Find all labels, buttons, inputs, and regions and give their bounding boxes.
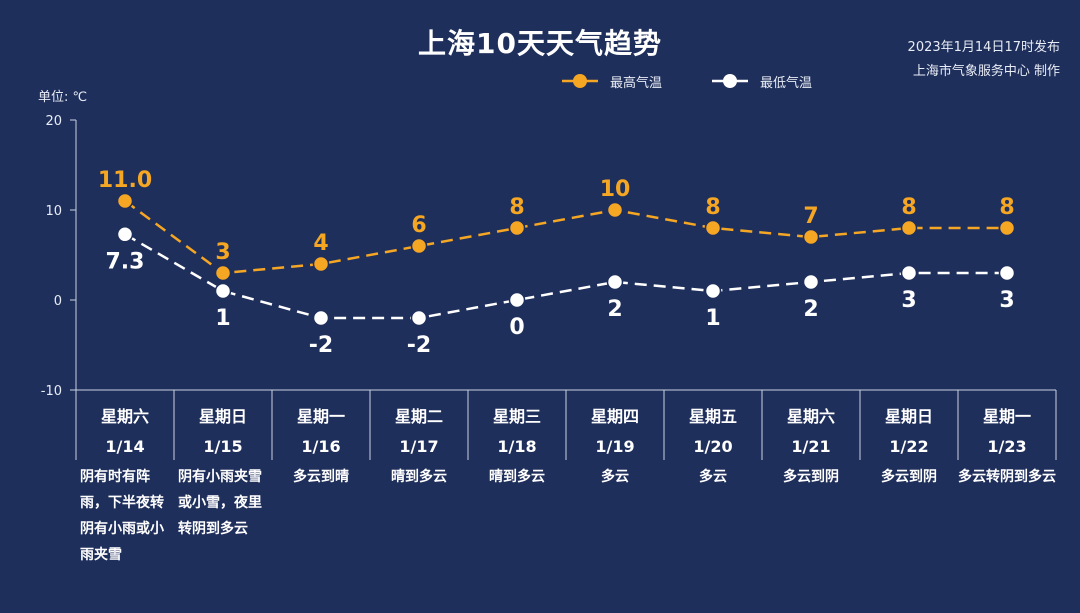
low-series-point [900,264,918,282]
day-weather: 多云 [601,469,629,485]
high-series-point [606,201,624,219]
day-date: 1/18 [497,437,536,456]
day-date: 1/22 [889,437,928,456]
day-weekday: 星期三 [493,407,541,426]
day-weekday: 星期二 [395,407,443,426]
low-series-point [214,282,232,300]
day-date: 1/23 [987,437,1026,456]
high-data-label: 6 [411,213,426,238]
day-weather: 多云到阴 [783,469,839,485]
legend-low-marker-icon [712,74,748,88]
legend-high-marker-icon [562,74,598,88]
low-series-line [124,233,1007,320]
day-weather: 阴有小雨夹雪或小雪，夜里转阴到多云 [178,469,262,537]
high-data-label: 8 [999,195,1014,220]
high-series-point [704,219,722,237]
day-weekday: 星期五 [689,407,737,426]
y-tick-label: 10 [45,204,62,219]
low-series-point [704,282,722,300]
y-tick-label: 20 [45,114,62,129]
publish-time: 2023年1月14日17时发布 [907,40,1060,55]
day-date: 1/19 [595,437,634,456]
day-date: 1/20 [693,437,732,456]
high-series-point [998,219,1016,237]
publisher: 上海市气象服务中心 制作 [912,64,1060,79]
high-series-point [900,219,918,237]
high-data-label: 3 [215,240,230,265]
low-data-label: 7.3 [106,249,145,274]
high-data-label: 8 [509,195,524,220]
high-data-label: 8 [705,195,720,220]
low-data-label: 0 [509,315,524,340]
high-series-point [116,192,134,210]
unit-label: 单位: ℃ [38,90,88,105]
low-data-label: 3 [999,288,1014,313]
high-series-point [312,255,330,273]
high-data-label: 8 [901,195,916,220]
low-data-label: 3 [901,288,916,313]
low-series-point [508,291,526,309]
day-weather: 晴到多云 [391,469,447,485]
day-weekday: 星期一 [297,407,345,426]
day-weekday: 星期一 [983,407,1031,426]
high-data-label: 7 [803,204,818,229]
low-data-label: 2 [607,297,622,322]
high-data-label: 10 [600,177,631,202]
low-data-label: -2 [407,333,431,358]
legend-high: 最高气温 [560,72,663,91]
legend-low: 最低气温 [710,72,813,91]
y-tick-label: 0 [54,294,62,309]
day-weather: 多云到阴 [881,469,937,485]
day-weather: 阴有时有阵雨，下半夜转阴有小雨或小雨夹雪 [80,469,164,563]
low-data-label: 1 [705,306,720,331]
low-data-label: 2 [803,297,818,322]
high-data-label: 11.0 [98,168,152,193]
low-data-label: 1 [215,306,230,331]
high-data-label: 4 [313,231,328,256]
day-weekday: 星期日 [199,407,247,426]
day-date: 1/17 [399,437,438,456]
day-weekday: 星期四 [591,407,639,426]
day-date: 1/15 [203,437,242,456]
day-date: 1/16 [301,437,340,456]
legend-low-label: 最低气温 [760,75,813,91]
day-weather: 多云 [699,469,727,485]
day-weather: 多云到晴 [293,469,349,485]
day-weather: 晴到多云 [489,469,545,485]
low-series-point [802,273,820,291]
legend-high-label: 最高气温 [610,75,663,91]
low-series-point [606,273,624,291]
high-series-point [214,264,232,282]
low-series-point [998,264,1016,282]
day-weather: 多云转阴到多云 [958,469,1056,485]
low-series-point [116,226,134,243]
day-weekday: 星期六 [787,407,835,426]
high-series-point [410,237,428,255]
day-date: 1/14 [105,437,144,456]
low-series-point [312,309,330,327]
high-series-point [508,219,526,237]
day-weekday: 星期六 [101,407,149,426]
high-series-point [802,228,820,246]
high-series-line [124,199,1007,275]
low-series-point [410,309,428,327]
day-date: 1/21 [791,437,830,456]
y-tick-label: -10 [41,384,62,399]
low-data-label: -2 [309,333,333,358]
day-weekday: 星期日 [885,407,933,426]
chart-title: 上海10天天气趋势 [418,27,662,60]
